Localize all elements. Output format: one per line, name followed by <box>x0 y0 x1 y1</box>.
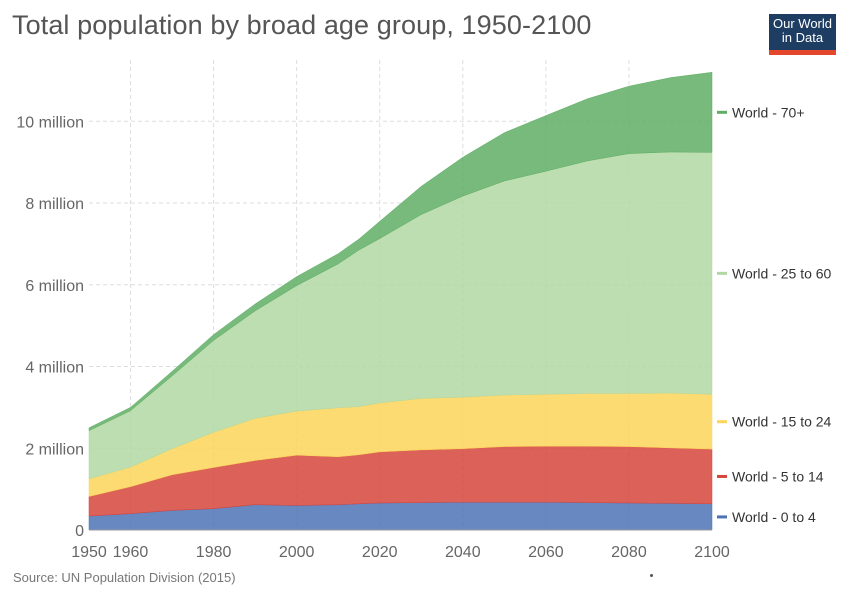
source-note: Source: UN Population Division (2015) <box>13 570 236 585</box>
legend-label: World - 15 to 24 <box>732 414 832 430</box>
y-tick-label: 6 million <box>25 278 84 295</box>
owid-logo[interactable]: Our World in Data <box>769 14 836 55</box>
legend-label: World - 0 to 4 <box>732 509 816 525</box>
x-tick-label: 2060 <box>528 544 564 561</box>
y-tick-label: 10 million <box>16 114 84 131</box>
chart-title: Total population by broad age group, 195… <box>12 10 592 40</box>
x-tick-label: 1950 <box>71 544 107 561</box>
y-tick-label: 8 million <box>25 196 84 213</box>
y-tick-label: 4 million <box>25 360 84 377</box>
y-tick-label: 0 <box>75 523 84 540</box>
logo-accent-bar <box>769 50 836 55</box>
y-tick-label: 2 million <box>25 441 84 458</box>
decorative-dot <box>650 574 653 577</box>
x-tick-label: 2000 <box>279 544 315 561</box>
legend-label: World - 25 to 60 <box>732 265 832 281</box>
legend-label: World - 5 to 14 <box>732 468 824 484</box>
area-world-70 <box>88 72 713 432</box>
x-tick-label: 2100 <box>694 544 730 561</box>
x-tick-label: 2040 <box>445 544 481 561</box>
logo-line-1: Our World <box>773 16 832 31</box>
legend-label: World - 70+ <box>732 104 805 120</box>
x-tick-label: 2080 <box>611 544 647 561</box>
x-tick-label: 1980 <box>196 544 232 561</box>
x-tick-label: 2020 <box>362 544 398 561</box>
x-tick-label: 1960 <box>113 544 149 561</box>
logo-line-2: in Data <box>781 30 824 45</box>
